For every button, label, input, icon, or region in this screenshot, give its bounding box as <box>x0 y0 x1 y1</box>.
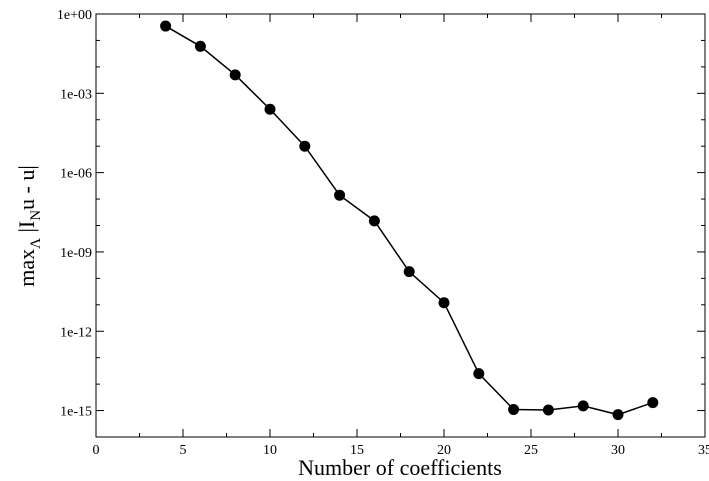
y-axis-ticks: 1e+00 1e-03 1e-06 1e-09 1e-12 1e-15 <box>57 8 705 438</box>
data-point <box>194 40 206 52</box>
data-point <box>368 215 380 227</box>
data-point <box>577 400 589 412</box>
x-tick-label: 10 <box>263 443 277 458</box>
data-point <box>612 409 624 421</box>
y-tick-label: 1e+00 <box>57 8 92 23</box>
x-tick-label: 0 <box>93 443 100 458</box>
data-point <box>264 103 276 115</box>
y-axis-label: maxΛ |INu - u| <box>14 165 44 287</box>
plot-frame <box>95 13 706 438</box>
y-tick-label: 1e-15 <box>60 405 92 420</box>
data-point <box>299 140 311 152</box>
series-line <box>165 25 654 416</box>
x-tick-label: 25 <box>524 443 538 458</box>
x-tick-label: 15 <box>350 443 364 458</box>
series-group <box>160 20 659 421</box>
data-point <box>403 266 415 278</box>
y-tick-label: 1e-09 <box>60 246 92 261</box>
x-tick-label: 30 <box>611 443 625 458</box>
y-tick-label: 1e-12 <box>60 325 92 340</box>
data-point <box>160 20 172 32</box>
y-tick-label: 1e-06 <box>60 167 92 182</box>
x-tick-label: 35 <box>698 443 709 458</box>
data-point <box>542 404 554 416</box>
x-axis-ticks: 0 5 10 15 20 25 30 35 <box>93 14 709 458</box>
data-point <box>229 69 241 81</box>
data-point <box>473 368 485 380</box>
data-point <box>334 189 346 201</box>
data-point <box>647 397 659 409</box>
x-tick-label: 5 <box>180 443 187 458</box>
data-point <box>508 403 520 415</box>
y-tick-label: 1e-03 <box>60 87 92 102</box>
data-point <box>438 297 450 309</box>
x-axis-label: Number of coefficients <box>298 455 502 480</box>
x-tick-label: 20 <box>437 443 451 458</box>
